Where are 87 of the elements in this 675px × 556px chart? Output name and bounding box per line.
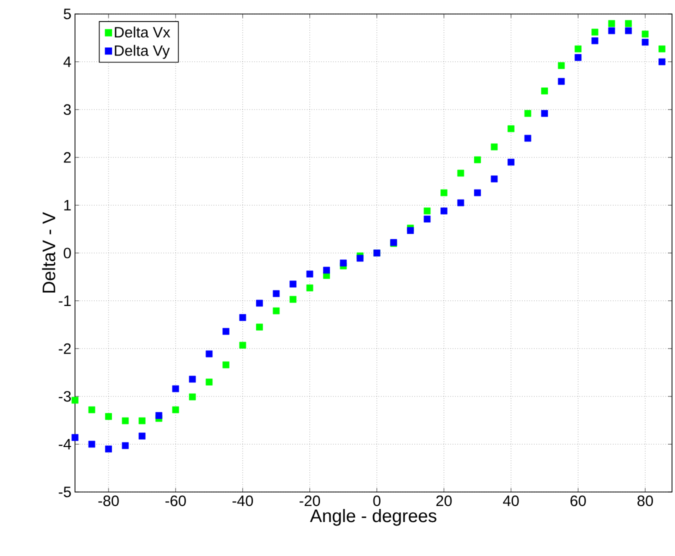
x-tick-label: -40 xyxy=(232,496,253,506)
x-tick-label: 40 xyxy=(503,496,519,506)
point xyxy=(608,20,616,27)
point xyxy=(340,260,347,266)
point xyxy=(541,110,548,117)
legend-label: Delta Vx xyxy=(114,26,170,38)
point xyxy=(206,378,213,386)
point xyxy=(72,434,78,441)
point xyxy=(508,125,514,132)
x-tick-label: 60 xyxy=(570,496,586,506)
point xyxy=(642,30,649,38)
point xyxy=(474,156,481,164)
x-tick-label: 0 xyxy=(373,496,380,506)
point xyxy=(574,54,582,61)
point xyxy=(290,280,296,288)
y-tick-label: -5 xyxy=(58,486,71,498)
point xyxy=(574,45,582,52)
point xyxy=(541,88,548,94)
y-tick-label: 2 xyxy=(64,152,71,163)
point xyxy=(440,208,448,214)
point xyxy=(440,189,448,196)
point xyxy=(323,266,330,274)
point xyxy=(88,406,96,414)
point xyxy=(222,361,230,368)
point xyxy=(206,350,213,358)
point xyxy=(356,254,364,262)
point xyxy=(88,440,96,448)
point xyxy=(591,37,598,44)
point xyxy=(608,27,616,34)
point xyxy=(155,412,162,419)
y-tick-label: 4 xyxy=(63,56,72,67)
point xyxy=(222,328,230,335)
y-tick-label: 5 xyxy=(64,8,71,20)
point xyxy=(558,62,565,70)
point xyxy=(122,417,129,424)
point xyxy=(424,216,431,222)
point xyxy=(642,38,649,46)
point xyxy=(591,28,598,36)
point xyxy=(524,134,532,142)
point xyxy=(256,300,263,307)
point xyxy=(524,110,532,117)
point xyxy=(256,324,263,330)
point xyxy=(457,170,464,177)
point xyxy=(490,176,498,182)
y-tick-label: -4 xyxy=(58,439,72,450)
point xyxy=(172,406,180,414)
point xyxy=(474,189,481,196)
point xyxy=(122,442,129,450)
point xyxy=(625,27,632,34)
y-tick-label: -2 xyxy=(58,343,71,354)
point xyxy=(188,376,196,383)
point xyxy=(239,342,246,349)
point xyxy=(306,284,314,292)
x-axis-title: Angle - degrees xyxy=(310,508,436,526)
point xyxy=(558,78,565,85)
point xyxy=(457,199,464,206)
point xyxy=(625,20,632,27)
point xyxy=(105,413,112,420)
y-tick-label: 0 xyxy=(64,248,71,258)
y-axis-title: DeltaV - V xyxy=(42,212,56,293)
y-tick-label: -3 xyxy=(58,391,71,402)
point xyxy=(105,446,112,452)
point xyxy=(138,417,146,424)
point xyxy=(239,314,246,321)
x-tick-label: -80 xyxy=(98,496,119,506)
point xyxy=(508,158,514,166)
point xyxy=(138,432,146,440)
x-tick-label: 20 xyxy=(436,496,452,506)
y-tick-label: 1 xyxy=(64,200,71,210)
point xyxy=(424,208,431,214)
point xyxy=(290,296,296,303)
point xyxy=(272,290,280,298)
point xyxy=(172,385,180,392)
point xyxy=(658,45,666,52)
x-tick-label: -20 xyxy=(300,496,320,506)
point xyxy=(490,143,498,150)
y-tick-label: 3 xyxy=(64,104,71,115)
x-tick-label: -60 xyxy=(165,496,186,506)
point xyxy=(72,396,78,404)
legend-label: Delta Vy xyxy=(114,44,170,59)
point xyxy=(272,307,280,314)
point xyxy=(407,227,414,234)
point xyxy=(306,270,314,278)
y-tick-label: -1 xyxy=(58,296,71,306)
x-tick-label: 80 xyxy=(637,496,653,506)
point xyxy=(658,58,666,66)
point xyxy=(188,393,196,400)
